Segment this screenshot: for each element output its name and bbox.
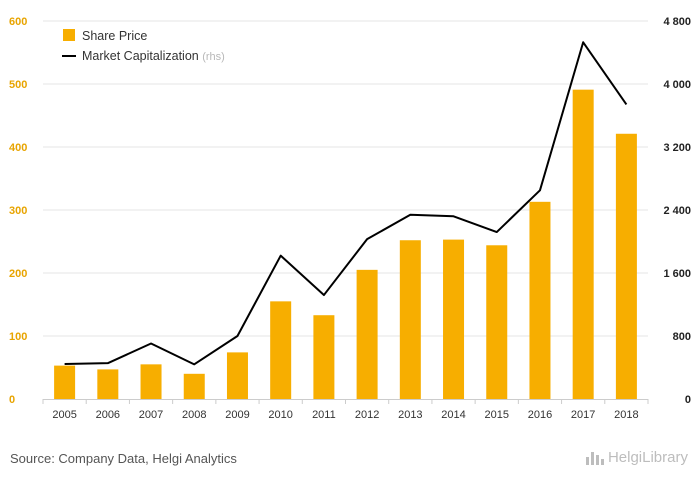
x-tick-label: 2009 [225, 409, 249, 421]
bar [97, 369, 119, 399]
x-tick-label: 2006 [96, 409, 120, 421]
x-tick-label: 2015 [485, 409, 509, 421]
bar [486, 245, 508, 399]
x-tick-label: 2017 [571, 409, 595, 421]
x-tick-label: 2013 [398, 409, 422, 421]
logo-text: HelgiLibrary [607, 449, 688, 466]
bar [572, 89, 594, 400]
y-right-tick-label: 4 000 [663, 79, 691, 91]
bar [183, 373, 205, 399]
source-note: Source: Company Data, Helgi Analytics [10, 451, 237, 466]
x-tick-label: 2018 [614, 409, 638, 421]
bar [226, 352, 248, 399]
legend-swatch-share-price [63, 29, 75, 41]
bar [356, 269, 378, 399]
bar [529, 201, 551, 399]
y-right-tick-label: 0 [685, 394, 691, 406]
y-right-tick-label: 1 600 [663, 268, 691, 280]
bar [443, 239, 465, 399]
y-left-tick-label: 600 [9, 16, 27, 28]
y-left-tick-label: 400 [9, 142, 27, 154]
x-tick-label: 2011 [312, 409, 336, 421]
x-tick-label: 2012 [355, 409, 379, 421]
y-right-tick-label: 800 [673, 331, 691, 343]
y-left-tick-label: 300 [9, 205, 27, 217]
bar [399, 240, 421, 399]
y-left-tick-label: 200 [9, 268, 27, 280]
x-tick-label: 2007 [139, 409, 163, 421]
y-right-tick-label: 4 800 [663, 16, 691, 28]
library-icon [585, 451, 604, 465]
y-left-tick-label: 500 [9, 79, 27, 91]
x-tick-label: 2005 [52, 409, 76, 421]
bar [270, 301, 292, 399]
x-tick-label: 2010 [268, 409, 292, 421]
y-left-tick-label: 100 [9, 331, 27, 343]
x-tick-label: 2016 [528, 409, 552, 421]
legend-label-share-price: Share Price [82, 29, 147, 43]
bar [313, 315, 335, 399]
helgi-library-logo: HelgiLibrary [585, 449, 688, 466]
bar [615, 133, 637, 399]
chart: 0 100 200 300 400 500 600 0 800 1 600 2 400 3 200 4 … [9, 16, 691, 421]
market-cap-line [64, 41, 628, 366]
x-tick-label: 2008 [182, 409, 206, 421]
bar [54, 365, 76, 399]
legend-label-market-cap: Market Capitalization (rhs) [82, 49, 225, 63]
y-left-tick-label: 0 [9, 394, 15, 406]
bar [140, 364, 162, 399]
x-tick-label: 2014 [441, 409, 465, 421]
y-right-tick-label: 3 200 [663, 142, 691, 154]
y-right-tick-label: 2 400 [663, 205, 691, 217]
legend-rhs-note: (rhs) [202, 51, 225, 63]
